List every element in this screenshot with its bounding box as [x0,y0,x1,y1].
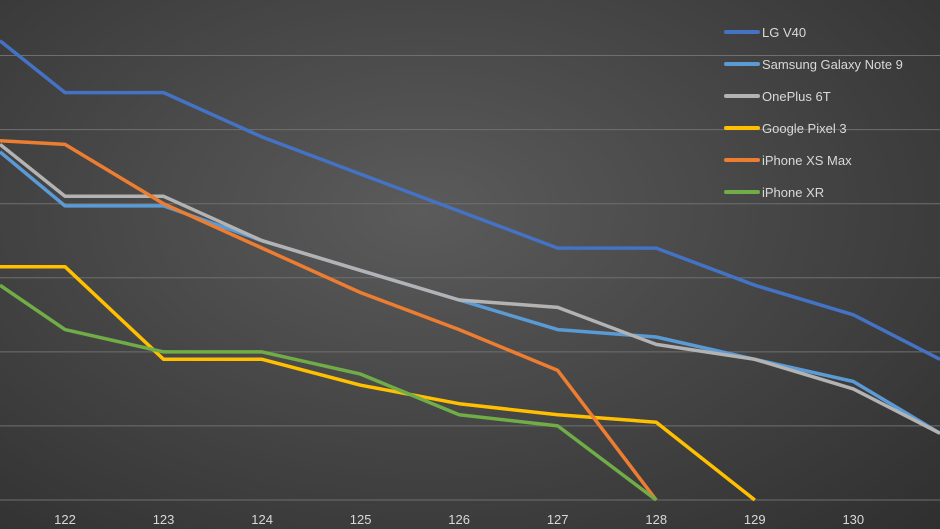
legend-item-google-pixel-3: Google Pixel 3 [724,112,903,144]
legend-label: iPhone XR [762,184,825,200]
legend-swatch [724,94,760,98]
x-tick-label: 126 [448,512,470,527]
x-tick-label: 122 [54,512,76,527]
x-tick-label: 124 [251,512,273,527]
x-tick-label: 127 [547,512,569,527]
legend-label: OnePlus 6T [762,88,831,104]
x-tick-label: 130 [842,512,864,527]
legend-item-iphone-xr: iPhone XR [724,176,903,208]
x-tick-label: 123 [153,512,175,527]
series-line-google-pixel-3 [0,264,756,502]
legend-swatch [724,62,760,66]
series-line-lg-v40 [0,39,940,361]
series-lines [0,39,940,502]
x-tick-label: 128 [645,512,667,527]
legend-label: Google Pixel 3 [762,120,847,136]
legend-swatch [724,190,760,194]
legend-swatch [724,126,760,130]
legend-item-iphone-xs-max: iPhone XS Max [724,144,903,176]
x-tick-label: 125 [350,512,372,527]
legend-swatch [724,158,760,162]
series-line-iphone-xs-max [0,138,658,502]
legend-item-lg-v40: LG V40 [724,16,903,48]
series-line-oneplus-6t [0,143,940,435]
legend-swatch [724,30,760,34]
legend: LG V40 Samsung Galaxy Note 9 OnePlus 6T … [724,16,903,208]
legend-item-samsung-galaxy-note-9: Samsung Galaxy Note 9 [724,48,903,80]
legend-label: iPhone XS Max [762,152,852,168]
x-axis-ticks: 122 123 124 125 126 127 128 129 130 [54,512,864,527]
legend-label: Samsung Galaxy Note 9 [762,56,903,72]
x-tick-label: 129 [744,512,766,527]
series-line-iphone-xr [0,283,658,502]
legend-item-oneplus-6t: OnePlus 6T [724,80,903,112]
legend-label: LG V40 [762,24,807,40]
